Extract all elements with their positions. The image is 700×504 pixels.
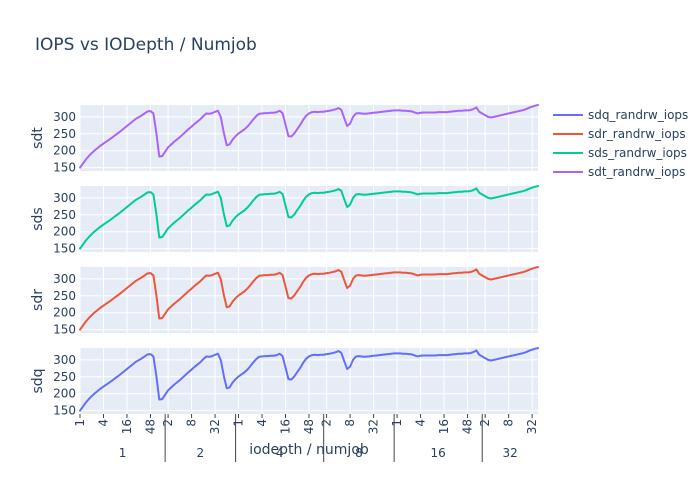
y-tick-label: 200 [53,225,76,239]
panel-sdq: 150 200 250 300 sdq [30,347,539,418]
x-tick-label: 48 [302,419,316,434]
y-tick-label: 150 [53,404,76,418]
x-tick-label: 48 [143,419,157,434]
y-tick-label: 200 [53,387,76,401]
panel-sds: 150 200 250 300 sds [30,185,539,256]
legend[interactable]: sdq_randrw_iops sdr_randrw_iops sds_randrw… [553,108,688,179]
y-tick-label: 200 [53,144,76,158]
x-tick-label: 2 [478,419,492,427]
y-tick-label: 150 [53,161,76,175]
x-tick-label: 8 [185,419,199,427]
legend-item-sdt_randrw_iops[interactable]: sdt_randrw_iops [553,165,685,179]
x-tick-label: 1 [73,419,87,427]
x-tick-label: 16 [437,419,451,434]
y-axis-label-sdt: sdt [30,127,46,149]
subplot-panels: 150 200 250 300 sdt 150 200 250 300 sds 150 200 250 3… [30,104,539,418]
x-tick-label: 1 [390,419,404,427]
x-axis: 1 4 16 48 2 8 32 1 4 16 48 2 8 32 1 4 16 48 2 8 321 2 4 8 16 32 [73,414,539,462]
x-tick-label: 1 [232,419,246,427]
y-tick-label: 250 [53,208,76,222]
legend-label: sds_randrw_iops [588,146,687,160]
x-tick-label: 2 [161,419,175,427]
y-tick-label: 150 [53,323,76,337]
x-tick-label: 8 [502,419,516,427]
y-tick-label: 250 [53,127,76,141]
series-line-sdr_randrw_iops [79,266,539,331]
series-line-sdq_randrw_iops [79,347,539,412]
legend-label: sdq_randrw_iops [588,108,688,122]
legend-item-sds_randrw_iops[interactable]: sds_randrw_iops [553,146,687,160]
legend-item-sdq_randrw_iops[interactable]: sdq_randrw_iops [553,108,688,122]
series-line-sdt_randrw_iops [79,104,539,169]
legend-label: sdr_randrw_iops [588,127,686,141]
x-tick-label: 2 [320,419,334,427]
y-tick-label: 150 [53,242,76,256]
y-tick-label: 250 [53,370,76,384]
y-tick-label: 300 [53,191,76,205]
x-axis-title: iodepth / numjob [249,442,369,458]
x-tick-label: 32 [367,419,381,434]
x-group-label: 16 [431,446,446,460]
legend-item-sdr_randrw_iops[interactable]: sdr_randrw_iops [553,127,686,141]
x-tick-label: 32 [525,419,539,434]
y-tick-label: 300 [53,110,76,124]
panel-sdt: 150 200 250 300 sdt [30,104,539,175]
x-tick-label: 4 [96,419,110,427]
x-tick-label: 48 [461,419,475,434]
legend-label: sdt_randrw_iops [588,165,685,179]
x-group-label: 32 [502,446,517,460]
y-axis-label-sdr: sdr [30,289,46,311]
panel-sdr: 150 200 250 300 sdr [30,266,539,337]
chart-title: IOPS vs IODepth / Numjob [35,35,257,55]
y-axis-label-sds: sds [30,207,46,230]
x-tick-label: 4 [414,419,428,427]
series-line-sds_randrw_iops [79,185,539,250]
x-group-label: 4 [276,446,284,460]
y-tick-label: 300 [53,272,76,286]
x-group-label: 2 [197,446,205,460]
y-tick-label: 300 [53,353,76,367]
y-axis-label-sdq: sdq [30,368,46,393]
x-tick-label: 16 [279,419,293,434]
y-tick-label: 250 [53,289,76,303]
x-tick-label: 16 [120,419,134,434]
x-group-label: 1 [119,446,127,460]
x-tick-label: 4 [255,419,269,427]
y-tick-label: 200 [53,306,76,320]
x-tick-label: 32 [208,419,222,434]
x-tick-label: 8 [343,419,357,427]
x-group-label: 8 [355,446,363,460]
